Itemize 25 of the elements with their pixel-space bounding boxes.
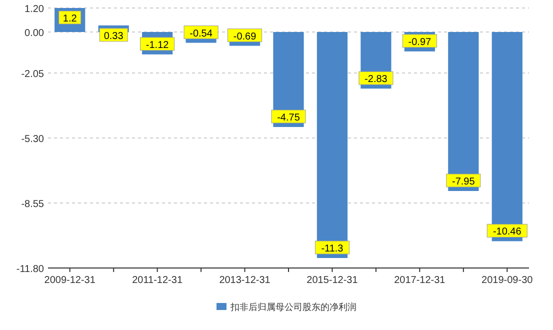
- data-label: -4.75: [277, 112, 300, 124]
- data-label: -11.3: [321, 244, 344, 254]
- x-tick-label: 2015-12-31: [306, 275, 358, 286]
- x-tick-label: 2011-12-31: [132, 275, 183, 286]
- x-tick-label: 2017-12-31: [394, 275, 446, 286]
- data-label: -1.12: [146, 40, 170, 51]
- y-tick-label: 1.20: [24, 4, 44, 15]
- x-tick-label: 2009-12-31: [44, 275, 96, 286]
- bar: [316, 32, 348, 258]
- data-label: -0.54: [190, 28, 213, 40]
- y-tick-label: -2.05: [21, 69, 44, 80]
- data-label: -2.83: [364, 74, 388, 86]
- y-tick-label: -11.80: [16, 264, 44, 275]
- legend-label: 扣非后归属母公司股东的净利润: [230, 302, 356, 312]
- x-tick-label: 2013-12-31: [219, 275, 271, 286]
- y-tick-label: 0.00: [24, 28, 44, 39]
- data-label: 1.2: [62, 14, 78, 24]
- data-label: 0.33: [104, 30, 124, 42]
- y-tick-label: -8.55: [21, 199, 44, 210]
- x-tick-label: 2019-09-30: [482, 275, 534, 286]
- y-tick-label: -5.30: [21, 134, 44, 145]
- data-label: -0.69: [233, 31, 257, 42]
- data-label: -10.46: [492, 226, 522, 238]
- data-label: -0.97: [408, 36, 432, 48]
- data-label: -7.95: [452, 176, 476, 188]
